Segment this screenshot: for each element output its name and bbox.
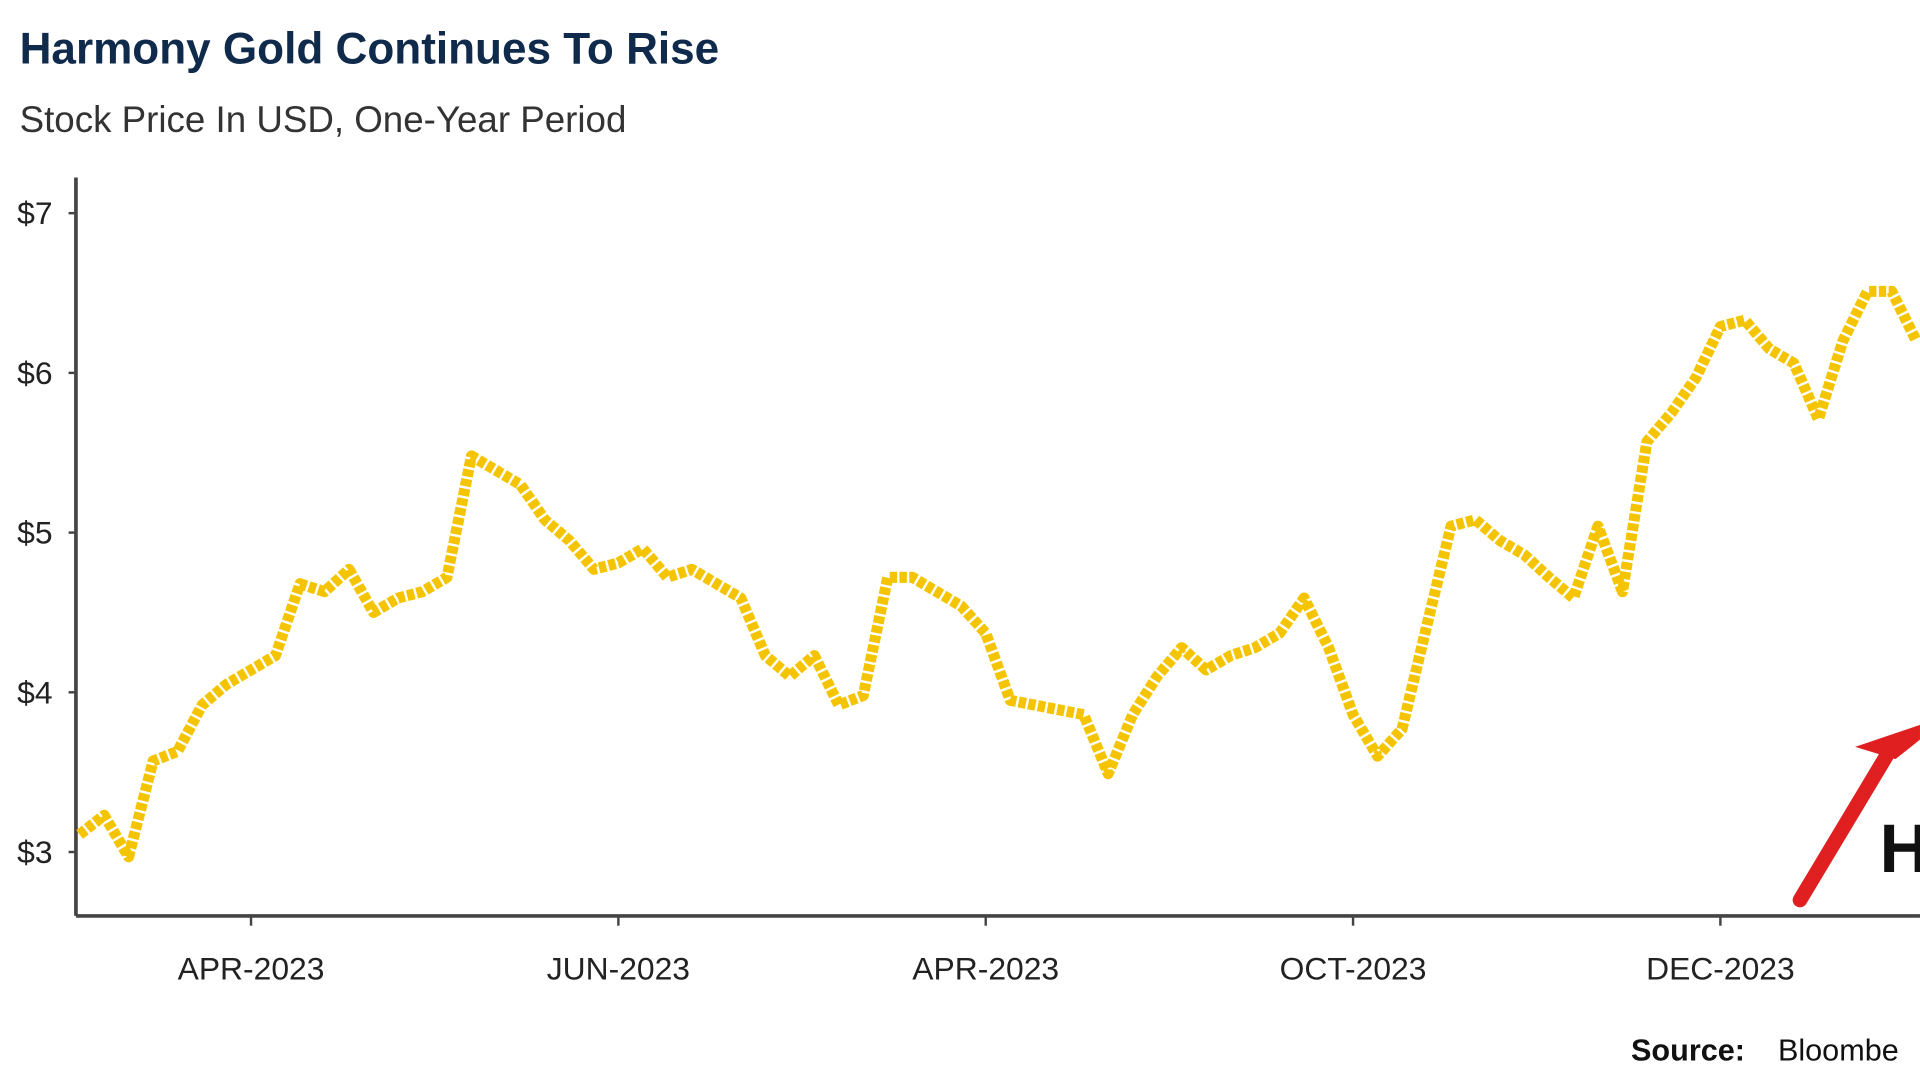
- x-tick-label: OCT-2023: [1280, 951, 1427, 987]
- x-tick-label: JUN-2023: [547, 951, 690, 987]
- y-tick-label: $7: [17, 195, 52, 231]
- y-tick-label: $3: [17, 834, 52, 870]
- chart-subtitle: Stock Price In USD, One-Year Period: [20, 99, 627, 140]
- chart-title: Harmony Gold Continues To Rise: [20, 25, 720, 74]
- arrow-head: [1855, 724, 1920, 760]
- y-tick-label: $6: [17, 355, 52, 391]
- x-tick-label: APR-2023: [178, 951, 325, 987]
- y-tick-label: $5: [17, 515, 52, 551]
- annotation: H: [1880, 810, 1920, 887]
- source: Bloombe: [1778, 1033, 1899, 1067]
- x-tick-label: DEC-2023: [1646, 951, 1795, 987]
- arrow: [1792, 739, 1900, 908]
- x-tick-label: APR-2023: [912, 951, 1059, 987]
- source-label: Source:: [1631, 1033, 1745, 1067]
- y-tick-label: $4: [17, 674, 52, 710]
- price-line: [76, 285, 1920, 863]
